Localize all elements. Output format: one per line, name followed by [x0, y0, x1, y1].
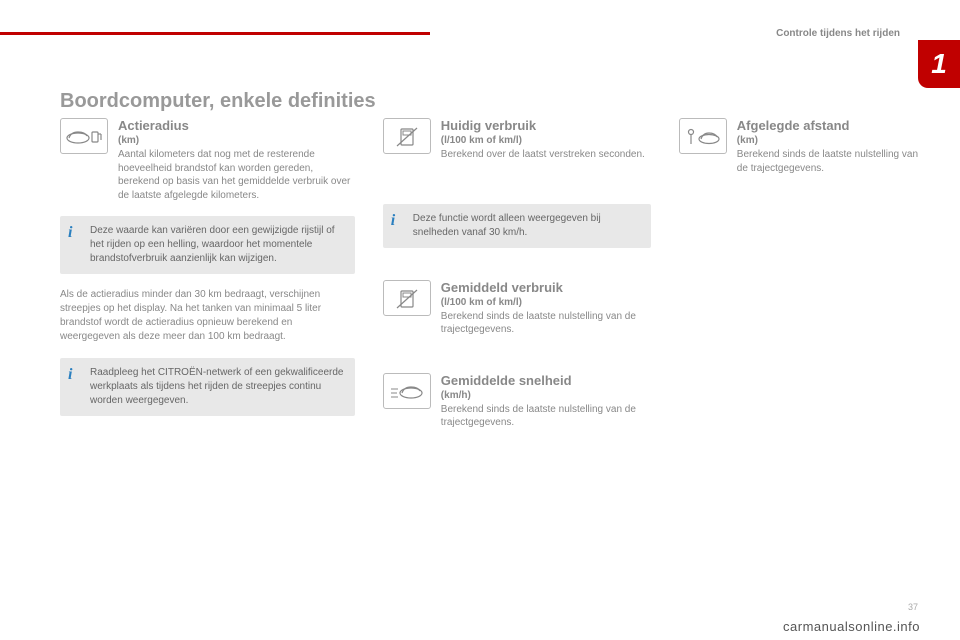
gemsnelheid-title: Gemiddelde snelheid: [441, 373, 651, 388]
column-3: Afgelegde afstand (km) Berekend sinds de…: [679, 118, 920, 444]
fuel-crossed-icon: [383, 118, 431, 154]
gemsnelheid-unit: (km/h): [441, 390, 651, 401]
actieradius-unit: (km): [118, 135, 355, 146]
info-icon: i: [68, 366, 82, 408]
actieradius-text: Aantal kilometers dat nog met de restere…: [118, 148, 355, 202]
breadcrumb: Controle tijdens het rijden: [776, 28, 900, 39]
afstand-unit: (km): [737, 135, 920, 146]
footer-url: carmanualsonline.info: [783, 619, 920, 634]
gemverbruik-title: Gemiddeld verbruik: [441, 280, 651, 295]
info-text-2: Raadpleeg het CITROËN-netwerk of een gek…: [90, 366, 345, 408]
page-title: Boordcomputer, enkele definities: [60, 90, 376, 113]
chapter-tab: 1: [918, 40, 960, 88]
info-box-1: i Deze waarde kan variëren door een gewi…: [60, 216, 355, 274]
info-icon: i: [391, 212, 405, 240]
distance-icon: [679, 118, 727, 154]
info-text-3: Deze functie wordt alleen weergegeven bi…: [413, 212, 641, 240]
afstand-text: Berekend sinds de laatste nulstelling va…: [737, 148, 920, 175]
content-columns: Actieradius (km) Aantal kilometers dat n…: [60, 118, 920, 444]
plain-paragraph: Als de actieradius minder dan 30 km bedr…: [60, 288, 355, 344]
fuel-crossed-icon: [383, 280, 431, 316]
huidig-title: Huidig verbruik: [441, 118, 651, 133]
section-gemiddeld-verbruik: Gemiddeld verbruik (l/100 km of km/l) Be…: [383, 280, 651, 337]
chapter-number: 1: [931, 48, 947, 80]
info-box-3: i Deze functie wordt alleen weergegeven …: [383, 204, 651, 248]
range-icon: [60, 118, 108, 154]
afstand-title: Afgelegde afstand: [737, 118, 920, 133]
info-icon: i: [68, 224, 82, 266]
page-number: 37: [908, 602, 918, 612]
column-2: Huidig verbruik (l/100 km of km/l) Berek…: [383, 118, 651, 444]
actieradius-title: Actieradius: [118, 118, 355, 133]
info-text-1: Deze waarde kan variëren door een gewijz…: [90, 224, 345, 266]
header-accent-bar: [0, 32, 430, 35]
gemverbruik-unit: (l/100 km of km/l): [441, 297, 651, 308]
huidig-unit: (l/100 km of km/l): [441, 135, 651, 146]
section-actieradius: Actieradius (km) Aantal kilometers dat n…: [60, 118, 355, 202]
speed-icon: [383, 373, 431, 409]
column-1: Actieradius (km) Aantal kilometers dat n…: [60, 118, 355, 444]
gemsnelheid-text: Berekend sinds de laatste nulstelling va…: [441, 403, 651, 430]
section-huidig-verbruik: Huidig verbruik (l/100 km of km/l) Berek…: [383, 118, 651, 162]
gemverbruik-text: Berekend sinds de laatste nulstelling va…: [441, 310, 651, 337]
section-gemiddelde-snelheid: Gemiddelde snelheid (km/h) Berekend sind…: [383, 373, 651, 430]
section-afgelegde-afstand: Afgelegde afstand (km) Berekend sinds de…: [679, 118, 920, 175]
info-box-2: i Raadpleeg het CITROËN-netwerk of een g…: [60, 358, 355, 416]
huidig-text: Berekend over de laatst verstreken secon…: [441, 148, 651, 162]
